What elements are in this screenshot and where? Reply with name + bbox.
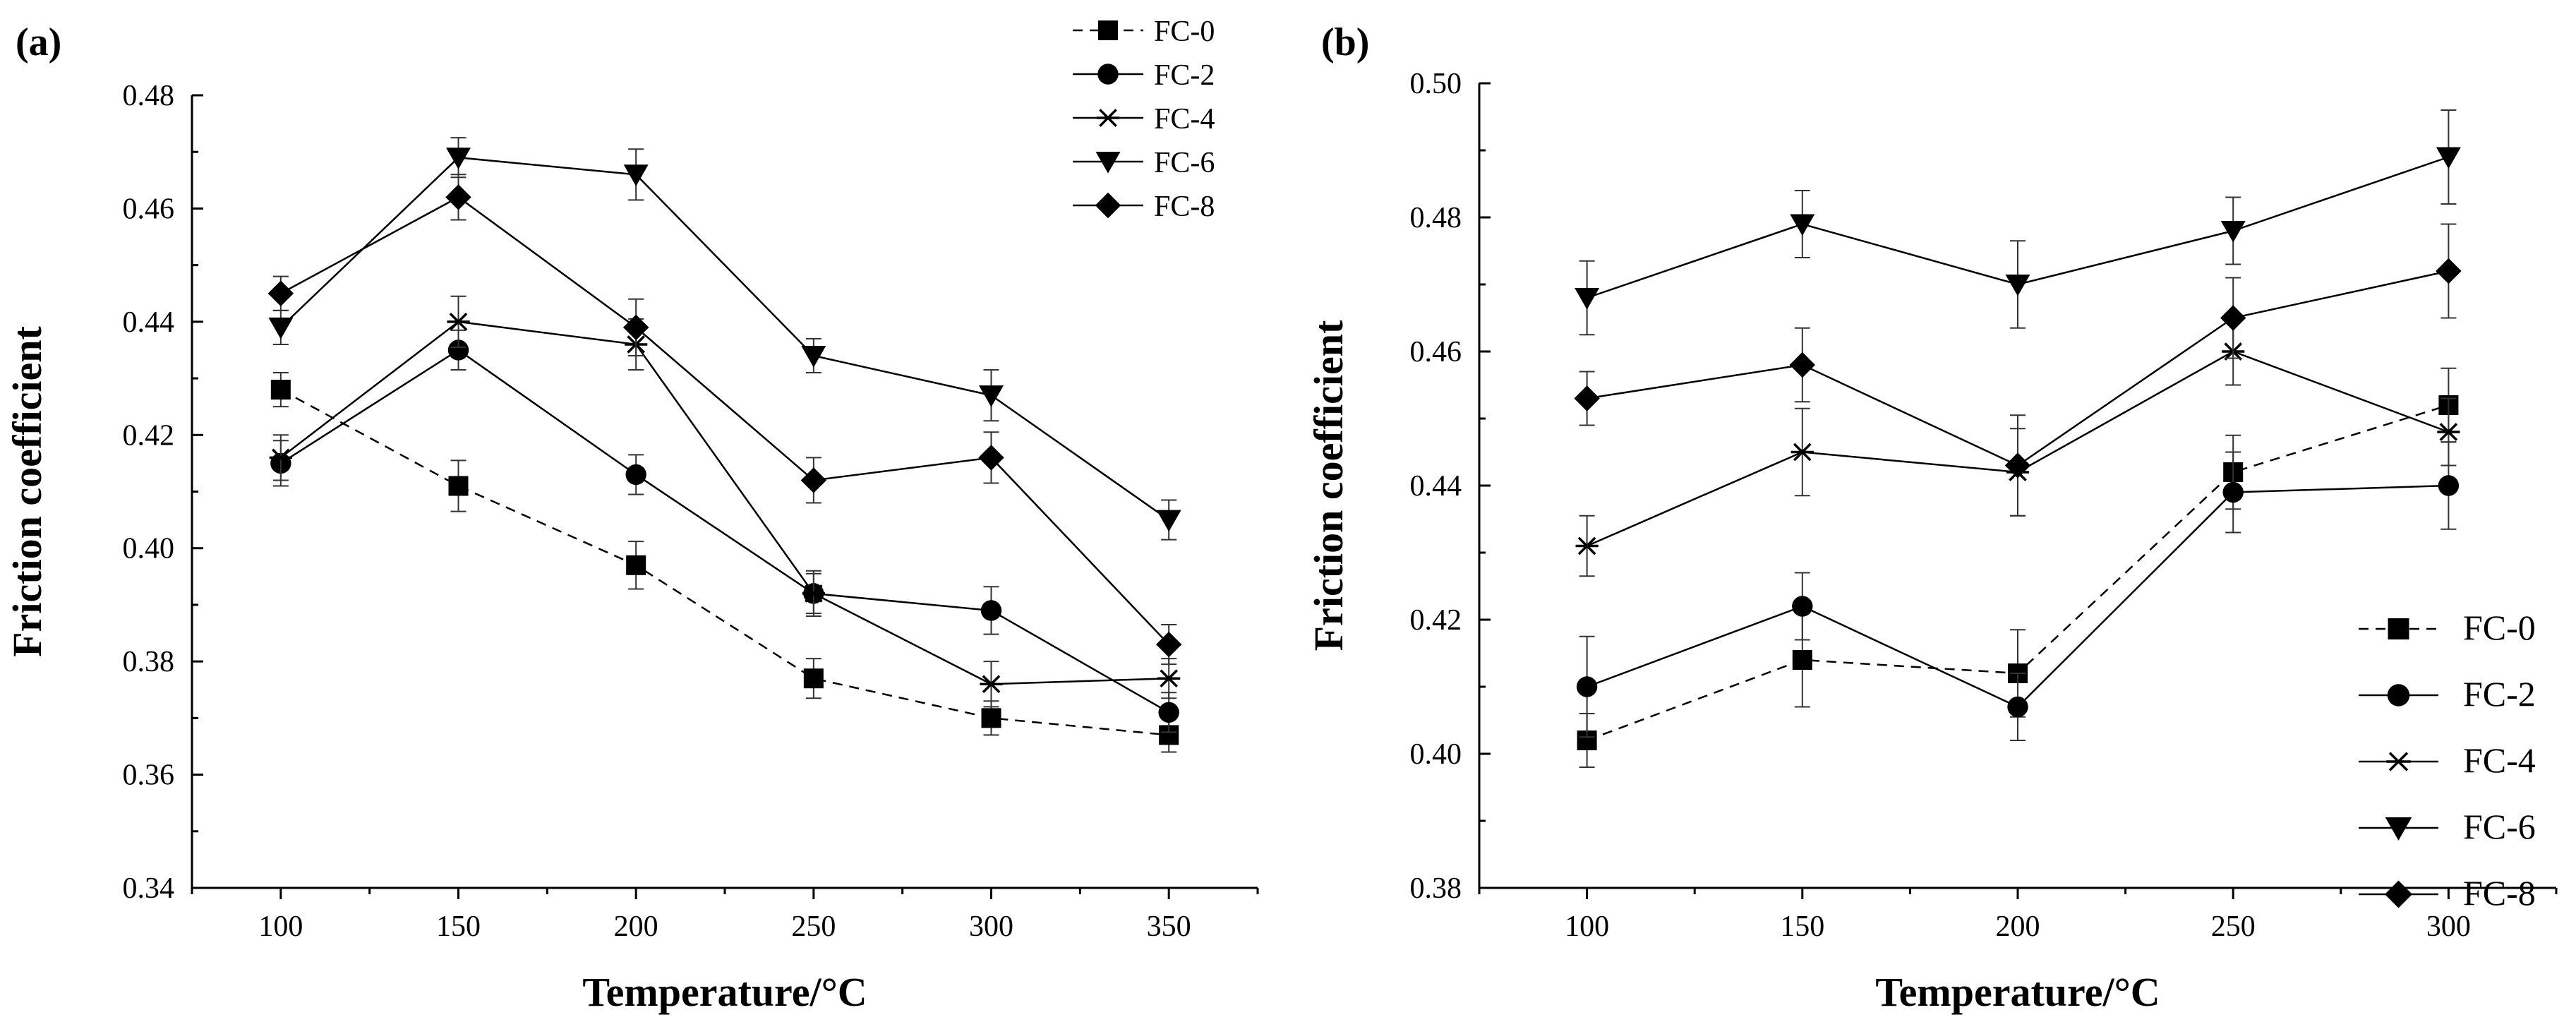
legend-label: FC-0	[2463, 608, 2536, 647]
legend-label: FC-4	[2463, 740, 2536, 780]
data-point	[271, 380, 291, 399]
data-point	[1577, 676, 1597, 697]
y-tick-label: 0.34	[123, 872, 175, 905]
legend-marker	[2388, 684, 2410, 707]
data-point	[625, 464, 646, 485]
y-tick-label: 0.42	[123, 419, 175, 452]
legend-label: FC-8	[2463, 873, 2536, 913]
y-tick-label: 0.40	[123, 533, 175, 565]
legend-label: FC-2	[2463, 674, 2536, 714]
figure-background	[0, 0, 2576, 1034]
y-tick-label: 0.46	[123, 193, 175, 225]
x-tick-label: 150	[436, 910, 481, 943]
y-tick-label: 0.48	[1410, 202, 1462, 234]
data-point	[804, 668, 824, 688]
y-tick-label: 0.48	[123, 80, 175, 112]
data-point	[1793, 650, 1812, 670]
x-tick-label: 300	[2426, 910, 2471, 943]
legend-marker	[1097, 64, 1118, 84]
legend-label: FC-6	[1154, 147, 1215, 179]
y-tick-label: 0.50	[1410, 68, 1462, 100]
data-point	[626, 555, 646, 575]
panel-label: (a)	[16, 20, 61, 64]
y-tick-label: 0.42	[1410, 604, 1462, 637]
x-tick-label: 200	[614, 910, 658, 943]
x-tick-label: 150	[1780, 910, 1824, 943]
x-tick-label: 100	[258, 910, 303, 943]
y-tick-label: 0.38	[1410, 872, 1462, 905]
data-point	[2223, 482, 2244, 503]
legend-label: FC-6	[2463, 807, 2536, 846]
y-tick-label: 0.44	[123, 306, 175, 339]
data-point	[449, 476, 469, 495]
friction-figure: (a) 0.34 0.36 0.38 0.40 0.42 0.44 0.46 0.48 100 15…	[0, 0, 2576, 1034]
legend-marker	[1098, 20, 1118, 40]
y-tick-label: 0.46	[1410, 336, 1462, 368]
panel-label: (b)	[1321, 20, 1369, 64]
x-axis-title: Temperature/°C	[582, 969, 867, 1015]
y-axis-title: Friction coefficient	[1306, 320, 1352, 651]
legend-marker	[2388, 618, 2409, 639]
legend-label: FC-2	[1154, 59, 1215, 92]
legend-label: FC-0	[1154, 16, 1215, 48]
x-tick-label: 250	[2211, 910, 2256, 943]
data-point	[982, 708, 1001, 728]
y-tick-label: 0.38	[123, 646, 175, 678]
data-point	[1792, 596, 1812, 616]
data-point	[1158, 702, 1179, 723]
x-tick-label: 250	[791, 910, 836, 943]
data-point	[2438, 475, 2459, 495]
legend-label: FC-4	[1154, 103, 1215, 136]
x-tick-label: 100	[1565, 910, 1609, 943]
y-tick-label: 0.44	[1410, 470, 1462, 503]
x-tick-label: 350	[1147, 910, 1191, 943]
data-point	[981, 600, 1001, 620]
y-tick-label: 0.36	[123, 759, 175, 792]
legend-label: FC-8	[1154, 191, 1215, 223]
x-tick-label: 200	[1996, 910, 2040, 943]
x-axis-title: Temperature/°C	[1875, 969, 2160, 1015]
x-tick-label: 300	[969, 910, 1013, 943]
y-axis-title: Friction coefficient	[4, 326, 50, 657]
data-point	[2007, 697, 2028, 717]
y-tick-label: 0.40	[1410, 738, 1462, 771]
